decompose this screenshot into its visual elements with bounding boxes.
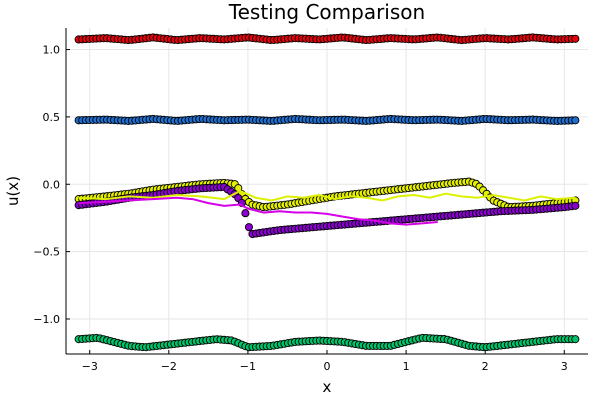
y-tick-label: −0.5 [33, 246, 60, 259]
series-line [78, 189, 576, 202]
data-point [244, 223, 253, 232]
x-tick-label: −3 [82, 360, 98, 373]
chart-title: Testing Comparison [228, 0, 425, 24]
x-tick-label: 2 [482, 360, 489, 373]
data-point [571, 335, 580, 344]
series-layer [74, 33, 580, 352]
series-1 [74, 114, 580, 125]
y-axis-label: u(x) [4, 176, 22, 206]
x-axis-label: x [323, 378, 332, 396]
x-tick-label: 1 [403, 360, 410, 373]
y-tick-label: 0.0 [43, 178, 61, 191]
series-6 [78, 196, 438, 226]
ticks-layer: −3 −2 −1 0 1 2 3 −1.0 −0.5 0.0 0.5 1.0 [33, 44, 567, 373]
x-tick-label: −1 [240, 360, 256, 373]
data-point [571, 34, 580, 43]
y-tick-label: 0.5 [43, 111, 61, 124]
y-tick-label: −1.0 [33, 313, 60, 326]
data-point [241, 209, 250, 218]
x-tick-label: −2 [161, 360, 177, 373]
x-tick-label: 3 [561, 360, 568, 373]
series-3 [74, 182, 580, 239]
series-4 [74, 333, 580, 352]
y-tick-label: 1.0 [43, 44, 61, 57]
data-point [571, 201, 580, 210]
series-5 [78, 189, 576, 202]
data-point [571, 116, 580, 125]
series-0 [74, 33, 580, 45]
series-line [78, 196, 438, 226]
x-tick-label: 0 [324, 360, 331, 373]
